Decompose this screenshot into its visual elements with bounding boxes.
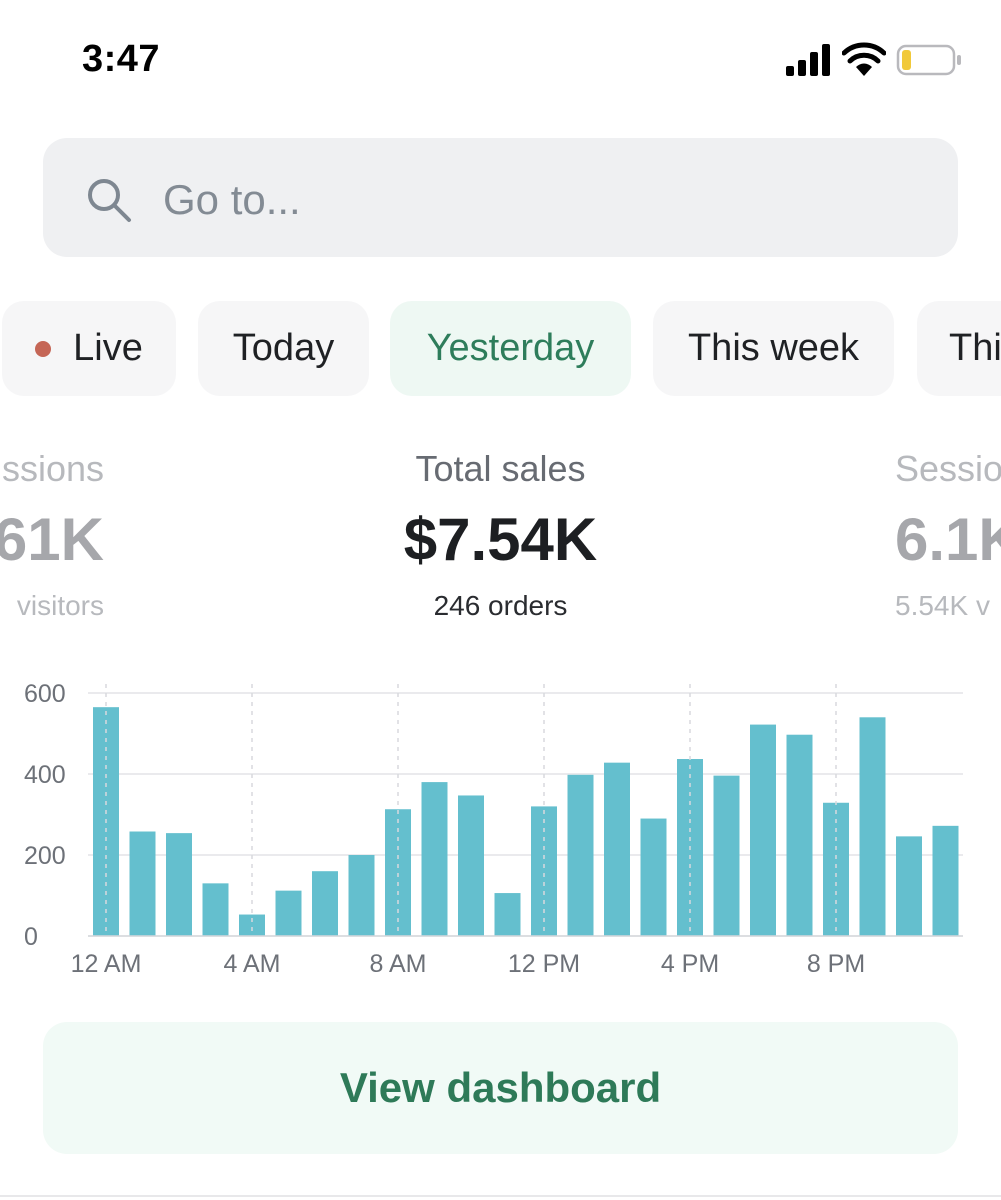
search-bar[interactable] [43, 138, 958, 257]
tab-this-week-label: This week [687, 327, 860, 369]
x-tick-label: 12 PM [508, 950, 580, 978]
search-input[interactable]: Go to... [163, 176, 301, 223]
metric-left-label: ssions [1, 448, 104, 489]
bar[interactable] [421, 782, 448, 936]
bar[interactable] [640, 818, 667, 936]
metric-total-sales-value: $7.54K [403, 506, 598, 573]
battery-icon [896, 44, 961, 76]
metric-right-label: Sessio [895, 448, 1001, 489]
bar[interactable] [896, 836, 922, 936]
bar[interactable] [166, 833, 192, 936]
bar[interactable] [494, 893, 521, 936]
live-dot-icon [35, 340, 52, 357]
bar[interactable] [713, 775, 740, 936]
bar[interactable] [859, 717, 886, 936]
x-tick-label: 8 PM [807, 950, 865, 978]
bar[interactable] [458, 795, 484, 936]
tab-this-month[interactable]: Thi [917, 301, 1001, 396]
x-tick-label: 8 AM [370, 950, 427, 978]
x-tick-label: 4 PM [661, 950, 719, 978]
bar[interactable] [823, 802, 849, 936]
metric-left-sub: visitors [16, 590, 104, 621]
x-tick-label: 4 AM [224, 950, 281, 978]
bar[interactable] [202, 883, 229, 936]
bar[interactable] [312, 871, 338, 936]
tab-this-week[interactable]: This week [653, 301, 894, 396]
bar[interactable] [129, 831, 156, 936]
status-time: 3:47 [82, 38, 161, 80]
tab-yesterday-label: Yesterday [426, 327, 595, 369]
bar[interactable] [531, 806, 557, 936]
bottom-divider [0, 1195, 1001, 1197]
bar[interactable] [932, 825, 959, 936]
tab-live-label: Live [73, 327, 143, 369]
bar[interactable] [786, 734, 813, 936]
tab-today-label: Today [232, 327, 335, 369]
y-tick-label: 200 [24, 842, 66, 870]
tab-live[interactable]: Live [2, 301, 176, 396]
search-icon [88, 179, 131, 222]
bar[interactable] [604, 762, 630, 936]
tab-this-month-label: Thi [949, 327, 1001, 369]
tab-yesterday[interactable]: Yesterday [390, 301, 631, 396]
signal-icon [786, 44, 830, 76]
y-tick-label: 400 [24, 761, 66, 789]
x-tick-label: 12 AM [71, 950, 142, 978]
tab-today[interactable]: Today [198, 301, 369, 396]
bar[interactable] [239, 914, 265, 936]
wifi-icon [842, 42, 886, 76]
y-tick-label: 600 [24, 680, 66, 708]
bar[interactable] [750, 724, 776, 936]
bar[interactable] [275, 890, 302, 936]
bar[interactable] [567, 774, 594, 936]
sales-bar-chart: 600 400 200 0 12 AM 4 AM 8 AM 12 PM 4 PM 8 PM [24, 680, 963, 978]
y-tick-label: 0 [24, 923, 38, 951]
bar[interactable] [348, 855, 375, 936]
status-bar: 3:47 [0, 0, 1001, 110]
metric-total-sales-orders: 246 orders [433, 590, 568, 621]
view-dashboard-button[interactable]: View dashboard [43, 1022, 958, 1154]
metric-total-sales-label: Total sales [415, 448, 586, 489]
metric-right-sub: 5.54K v [895, 590, 990, 621]
metric-right-value: 6.1K [895, 506, 1001, 573]
metric-left-value: 61K [0, 506, 104, 573]
